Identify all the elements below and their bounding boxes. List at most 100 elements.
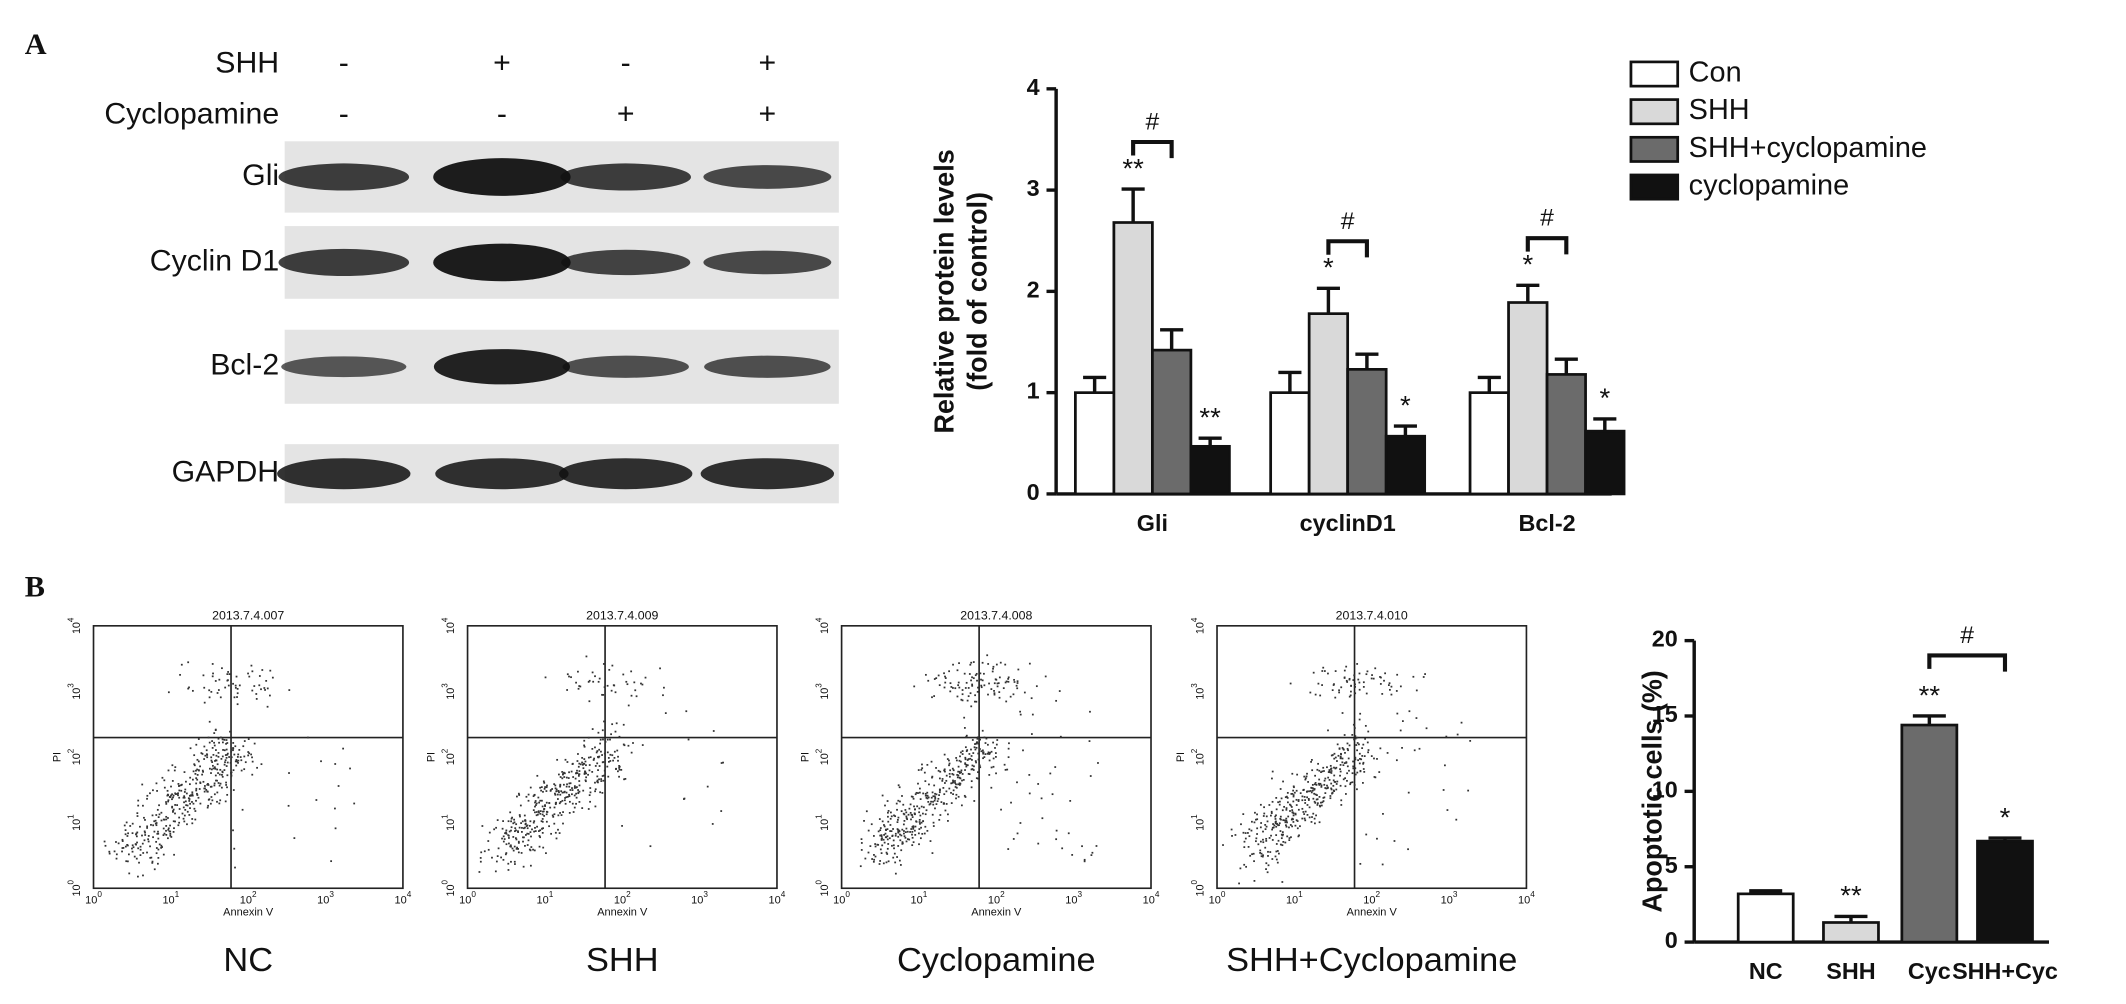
event-dot	[712, 730, 715, 732]
event-dot	[880, 835, 883, 838]
event-dot	[122, 847, 125, 849]
tick-base: 10	[1194, 819, 1206, 831]
blot-band	[704, 355, 831, 378]
event-dot	[545, 852, 547, 855]
x-axis-label: Annexin V	[1347, 906, 1398, 918]
event-dot	[251, 756, 253, 759]
event-dot	[977, 686, 979, 689]
event-dot	[662, 694, 664, 697]
event-dot	[980, 678, 982, 681]
event-dot	[618, 735, 621, 738]
event-dot	[225, 781, 227, 784]
event-dot	[913, 813, 916, 815]
event-dot	[921, 767, 924, 770]
event-dot	[1331, 792, 1333, 795]
event-dot	[255, 693, 258, 695]
event-dot	[1333, 774, 1336, 777]
event-dot	[1285, 795, 1288, 798]
event-dot	[924, 792, 927, 795]
event-dot	[206, 756, 209, 759]
event-dot	[256, 766, 258, 769]
event-dot	[527, 799, 530, 802]
event-dot	[949, 682, 952, 685]
event-dot	[225, 748, 228, 751]
blot-band	[278, 163, 410, 191]
event-dot	[127, 853, 130, 856]
tick-base: 10	[614, 894, 626, 906]
event-dot	[230, 771, 233, 774]
event-dot	[1278, 822, 1281, 825]
event-dot	[880, 852, 883, 854]
event-dot	[193, 807, 196, 810]
event-dot	[1312, 671, 1315, 674]
event-dot	[165, 833, 168, 836]
sample-id: 2013.7.4.010	[1336, 609, 1408, 623]
bracket	[1525, 236, 1569, 255]
event-dot	[549, 789, 552, 791]
y-tick-label: 0	[1665, 927, 1678, 953]
tick-exponent: 0	[1190, 880, 1199, 885]
event-dot	[1285, 808, 1288, 811]
event-dot	[1279, 843, 1282, 846]
event-dot	[630, 751, 633, 754]
event-dot	[177, 794, 179, 797]
event-dot	[234, 686, 237, 689]
tick-base: 10	[71, 819, 83, 831]
event-dot	[221, 755, 224, 758]
event-dot	[948, 787, 951, 790]
event-dot	[583, 745, 586, 748]
event-dot	[532, 809, 535, 812]
event-dot	[538, 801, 540, 804]
event-dot	[1352, 760, 1354, 763]
y-tick-label: 100	[441, 880, 457, 897]
event-dot	[966, 764, 969, 767]
tick-exponent: 0	[441, 880, 450, 885]
event-dot	[1292, 794, 1295, 796]
event-dot	[1359, 862, 1362, 865]
blot-band	[700, 458, 835, 490]
event-dot	[137, 847, 140, 850]
event-dot	[1282, 780, 1284, 783]
event-dot	[1016, 781, 1018, 784]
event-dot	[587, 681, 590, 683]
event-dot	[902, 823, 905, 826]
event-dot	[959, 777, 962, 780]
event-dot	[554, 831, 557, 834]
event-dot	[487, 840, 490, 842]
event-dot	[1289, 810, 1291, 812]
event-dot	[995, 772, 997, 775]
event-dot	[177, 783, 180, 785]
event-dot	[1292, 821, 1295, 823]
event-dot	[951, 781, 954, 784]
event-dot	[125, 860, 128, 863]
event-dot	[890, 811, 892, 814]
event-dot	[1271, 800, 1274, 803]
tick-exponent: 3	[1190, 683, 1199, 688]
event-dot	[945, 803, 948, 805]
y-tick-label: 102	[1190, 748, 1206, 765]
event-dot	[225, 784, 228, 786]
event-dot	[205, 749, 208, 752]
event-dot	[589, 787, 592, 789]
event-dot	[542, 827, 544, 830]
event-dot	[553, 822, 556, 825]
event-dot	[897, 835, 900, 838]
event-dot	[1339, 774, 1341, 777]
event-dot	[1330, 787, 1333, 790]
event-dot	[527, 839, 530, 842]
event-dot	[572, 776, 575, 778]
event-dot	[199, 765, 201, 768]
event-dot	[193, 754, 196, 757]
blot-band	[562, 355, 689, 378]
event-dot	[1316, 794, 1318, 796]
event-dot	[478, 871, 481, 873]
event-dot	[606, 738, 609, 741]
event-dot	[906, 838, 909, 841]
event-dot	[1277, 801, 1280, 804]
event-dot	[627, 744, 630, 747]
event-dot	[952, 779, 954, 782]
event-dot	[1317, 682, 1320, 685]
event-dot	[592, 759, 595, 761]
event-dot	[1407, 791, 1410, 794]
event-dot	[1308, 790, 1310, 793]
